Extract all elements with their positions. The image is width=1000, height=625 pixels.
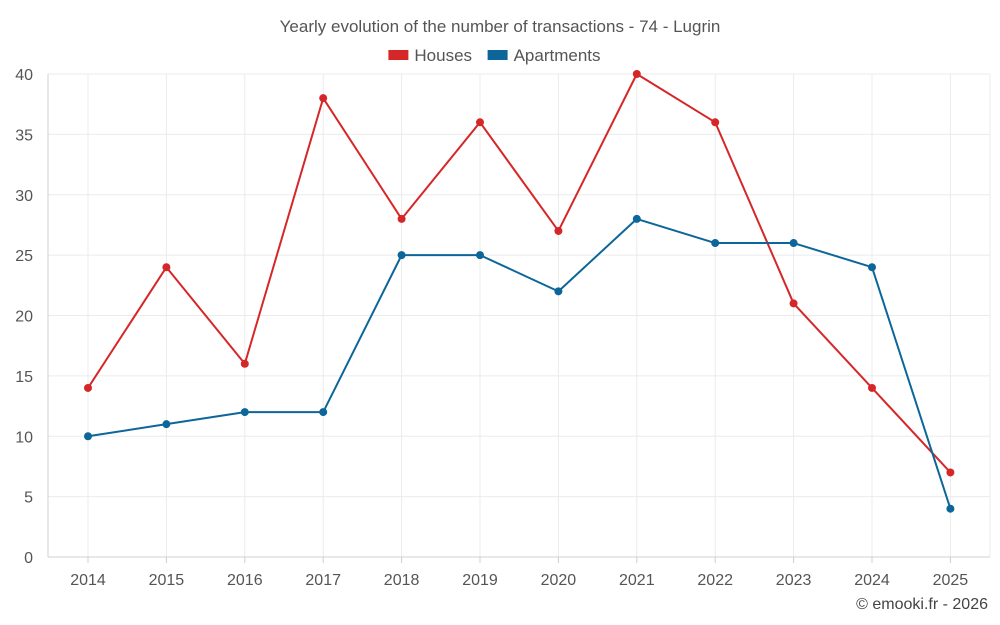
x-tick-label: 2018	[384, 572, 420, 589]
data-point-apartments	[868, 263, 876, 272]
y-tick-label: 0	[24, 550, 33, 567]
legend-item-apartments[interactable]: Apartments	[487, 46, 601, 65]
data-point-houses	[789, 299, 798, 308]
y-tick-label: 20	[15, 309, 33, 326]
data-point-apartments	[632, 214, 641, 223]
legend-swatch	[388, 50, 409, 60]
x-tick-label: 2024	[854, 572, 890, 589]
data-point-apartments	[397, 251, 406, 260]
gridlines	[48, 73, 991, 557]
legend-label: Houses	[414, 46, 472, 65]
data-point-houses	[632, 70, 641, 78]
x-tick-label: 2023	[776, 572, 812, 589]
data-point-apartments	[319, 408, 328, 417]
x-tick-label: 2015	[149, 572, 185, 589]
axes	[47, 74, 990, 563]
data-point-houses	[476, 118, 484, 127]
y-tick-label: 25	[15, 248, 33, 265]
series-line-houses	[87, 73, 952, 474]
data-point-apartments	[554, 287, 563, 296]
series	[84, 70, 955, 513]
y-tick-label: 40	[15, 67, 33, 84]
y-tick-label: 5	[24, 490, 33, 507]
y-tick-label: 10	[15, 429, 33, 446]
data-point-houses	[554, 226, 563, 235]
data-point-houses	[240, 359, 249, 368]
legend-item-houses[interactable]: Houses	[388, 46, 472, 65]
data-point-houses	[868, 383, 876, 392]
data-point-apartments	[476, 251, 484, 260]
data-point-houses	[319, 94, 328, 103]
x-tick-label: 2019	[462, 572, 498, 589]
data-point-apartments	[946, 504, 955, 513]
x-tick-label: 2021	[619, 572, 655, 589]
y-axis-ticks: 0 5 10 15 20 25 30 35 40	[15, 67, 33, 567]
data-point-houses	[397, 214, 406, 223]
data-point-houses	[162, 263, 171, 272]
x-tick-label: 2025	[933, 572, 969, 589]
chart-title: Yearly evolution of the number of transa…	[280, 17, 721, 36]
legend-swatch	[487, 50, 508, 60]
data-point-houses	[711, 118, 720, 127]
x-tick-label: 2016	[227, 572, 263, 589]
y-tick-label: 15	[15, 369, 33, 386]
legend-label: Apartments	[514, 46, 601, 65]
data-point-apartments	[162, 420, 171, 429]
data-point-apartments	[789, 239, 798, 248]
series-line-apartments	[87, 217, 952, 510]
x-tick-label: 2020	[541, 572, 577, 589]
x-axis-ticks: 2014 2015 2016 2017 2018 2019 2020 2021 2022 2023…	[70, 572, 968, 589]
x-tick-label: 2022	[697, 572, 733, 589]
x-tick-label: 2014	[70, 572, 106, 589]
data-point-houses	[946, 468, 955, 477]
y-tick-label: 30	[15, 188, 33, 205]
x-tick-label: 2017	[305, 572, 341, 589]
data-point-apartments	[84, 432, 92, 441]
credit-text: © emooki.fr - 2026	[856, 596, 988, 613]
y-tick-label: 35	[15, 127, 33, 144]
data-point-apartments	[240, 408, 249, 417]
legend[interactable]: Houses Apartments	[388, 46, 601, 65]
data-point-apartments	[711, 239, 720, 248]
data-point-houses	[84, 383, 92, 392]
